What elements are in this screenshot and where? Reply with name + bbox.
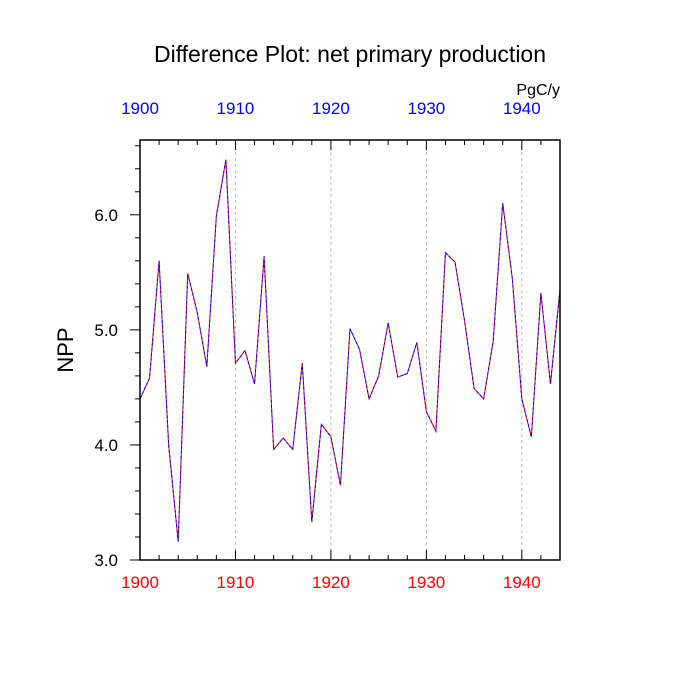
x-tick-label-bottom: 1940 (503, 573, 541, 592)
y-tick-label: 3.0 (94, 551, 118, 570)
series-line-red (139, 159, 561, 542)
y-tick-label: 6.0 (94, 206, 118, 225)
y-axis-label: NPP (53, 327, 78, 372)
x-tick-label-bottom: 1910 (217, 573, 255, 592)
units-label: PgC/y (516, 82, 560, 99)
x-tick-label-bottom: 1920 (312, 573, 350, 592)
y-tick-label: 4.0 (94, 436, 118, 455)
x-tick-label-top: 1940 (503, 99, 541, 118)
axis-ticks (130, 140, 561, 561)
y-tick-label: 5.0 (94, 321, 118, 340)
x-tick-label-bottom: 1930 (407, 573, 445, 592)
x-tick-label-top: 1910 (217, 99, 255, 118)
x-tick-label-bottom: 1900 (121, 573, 159, 592)
x-tick-label-top: 1920 (312, 99, 350, 118)
x-tick-label-top: 1930 (407, 99, 445, 118)
tick-labels: 1900 1900 1910 1910 1920 1920 1930 1930 1940 1940… (94, 99, 540, 592)
series-lines (139, 159, 561, 542)
x-tick-label-top: 1900 (121, 99, 159, 118)
plot-frame (139, 139, 561, 561)
series-line-blue (139, 159, 561, 542)
chart-title: Difference Plot: net primary production (154, 41, 546, 67)
grid-lines (235, 140, 523, 560)
